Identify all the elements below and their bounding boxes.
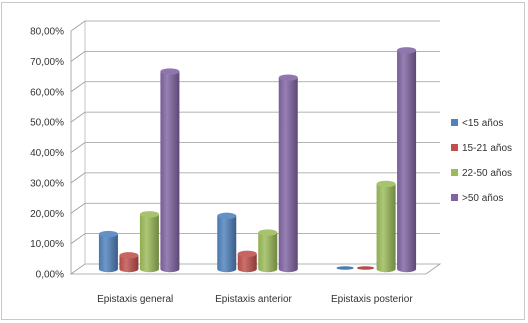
bar-top	[278, 74, 298, 81]
y-axis-ticks: 0,00% 10,00% 20,00% 30,00% 40,00% 50,00%…	[30, 27, 64, 281]
y-tick-label: 20,00%	[30, 209, 64, 220]
bar	[357, 266, 375, 270]
bar	[139, 211, 159, 273]
bar-body	[139, 214, 159, 273]
legend-swatch	[451, 169, 458, 176]
legend: <15 años 15-21 años 22-50 años >50 años	[451, 118, 512, 204]
bars	[98, 47, 417, 273]
legend-swatch	[451, 144, 458, 151]
bar-top	[237, 250, 257, 258]
bar	[376, 180, 396, 273]
bar	[237, 250, 257, 273]
bar-top	[160, 68, 180, 75]
y-tick-label: 10,00%	[30, 239, 64, 250]
bar-body	[376, 183, 396, 273]
gridline	[70, 172, 440, 184]
gridline	[70, 81, 440, 93]
bar	[278, 74, 298, 273]
legend-swatch	[451, 119, 458, 126]
bar-top	[98, 230, 118, 238]
bar	[336, 266, 354, 270]
legend-label: >50 años	[462, 193, 503, 204]
y-tick-label: 0,00%	[36, 270, 64, 281]
bar-top	[258, 229, 278, 236]
bar-body	[237, 253, 257, 273]
gridline	[70, 50, 440, 62]
y-tick-label: 40,00%	[30, 148, 64, 159]
legend-label: 15-21 años	[462, 143, 512, 154]
legend-label: <15 años	[462, 118, 503, 129]
y-tick-label: 50,00%	[30, 118, 64, 129]
bar	[160, 68, 180, 273]
y-tick-label: 80,00%	[30, 27, 64, 38]
legend-swatch	[451, 194, 458, 201]
bar-top	[217, 212, 237, 220]
bar-body	[160, 71, 180, 273]
x-axis-categories: Epistaxis general Epistaxis anterior Epi…	[97, 294, 413, 305]
bar-top	[119, 252, 139, 259]
gridline	[70, 233, 440, 244]
bar-top	[376, 180, 396, 188]
bar-body	[278, 77, 298, 273]
gridlines	[70, 20, 440, 244]
legend-label: 22-50 años	[462, 168, 512, 179]
gridline	[70, 111, 440, 123]
bar-body	[217, 215, 237, 273]
x-category-label: Epistaxis anterior	[215, 294, 292, 305]
x-category-label: Epistaxis general	[97, 294, 173, 305]
bar	[258, 229, 278, 273]
y-tick-label: 70,00%	[30, 57, 64, 68]
gridline	[70, 202, 440, 214]
y-tick-label: 30,00%	[30, 178, 64, 189]
bar	[397, 47, 417, 273]
gridline	[70, 20, 440, 32]
gridline	[70, 142, 440, 153]
bar-top	[357, 266, 375, 270]
bar-body	[397, 50, 417, 273]
bar-body	[258, 232, 278, 273]
x-category-label: Epistaxis posterior	[331, 294, 413, 305]
y-tick-label: 60,00%	[30, 87, 64, 98]
bar	[98, 230, 118, 273]
bar-body	[98, 234, 118, 273]
bar-top	[397, 47, 417, 54]
bar	[119, 252, 139, 273]
bar-top	[336, 266, 354, 270]
bar-body	[119, 255, 139, 273]
bar-top	[139, 211, 159, 218]
bar	[217, 212, 237, 273]
